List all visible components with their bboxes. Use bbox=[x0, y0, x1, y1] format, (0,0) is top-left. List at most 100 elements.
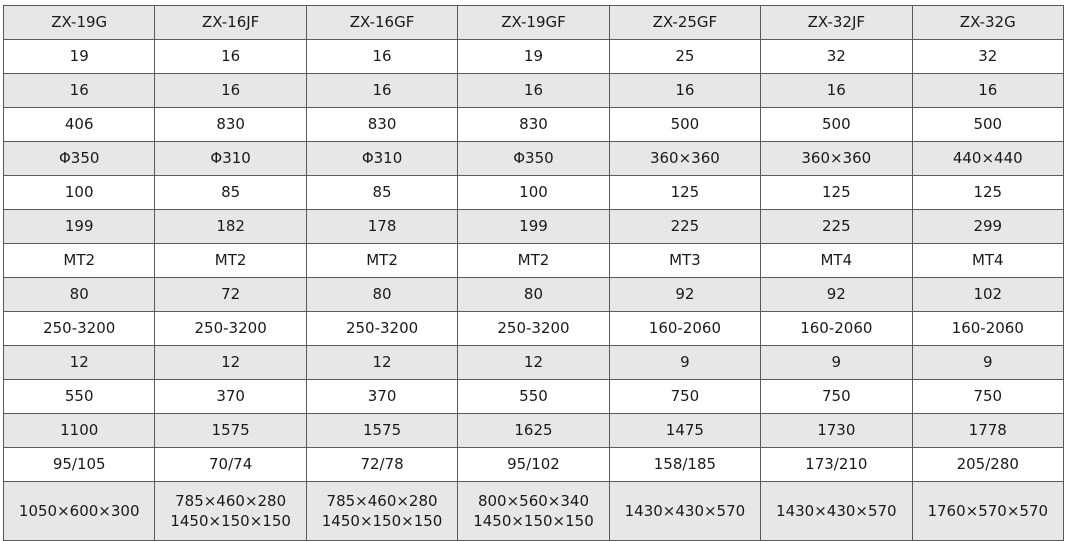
dimension-line: 1760×570×570 bbox=[927, 501, 1049, 520]
table-cell: 750 bbox=[911, 379, 1065, 414]
table-cell-dimensions: 1760×570×570 bbox=[911, 481, 1065, 541]
table-cell: 92 bbox=[760, 277, 913, 312]
table-cell: 550 bbox=[2, 379, 156, 414]
table-cell: 9 bbox=[760, 345, 913, 380]
table-header-row: ZX-19G ZX-16JF ZX-16GF ZX-19GF ZX-25GF ZX-32J… bbox=[2, 5, 1065, 40]
table-cell: 100 bbox=[457, 175, 610, 210]
table-cell-dimensions: 785×460×280 1450×150×150 bbox=[154, 481, 307, 541]
table-header: ZX-19G ZX-16JF ZX-16GF ZX-19GF ZX-25GF ZX-32J… bbox=[2, 5, 1065, 40]
table-cell: 16 bbox=[608, 73, 762, 108]
table-cell: 178 bbox=[305, 209, 459, 244]
table-cell: 299 bbox=[911, 209, 1065, 244]
column-header-0: ZX-19G bbox=[2, 5, 156, 40]
column-header-3: ZX-19GF bbox=[457, 5, 610, 40]
table-cell: MT4 bbox=[911, 243, 1065, 278]
table-cell: 80 bbox=[2, 277, 156, 312]
dimension-line: 1450×150×150 bbox=[170, 512, 291, 530]
table-cell: MT2 bbox=[457, 243, 610, 278]
table-cell: 16 bbox=[305, 73, 459, 108]
table-cell: 550 bbox=[457, 379, 610, 414]
table-cell: 199 bbox=[2, 209, 156, 244]
table-cell: 92 bbox=[608, 277, 762, 312]
table-cell: 80 bbox=[457, 277, 610, 312]
column-header-1: ZX-16JF bbox=[154, 5, 307, 40]
table-cell: 182 bbox=[154, 209, 307, 244]
table-cell: 16 bbox=[154, 73, 307, 108]
table-row-dimensions: 1050×600×300 785×460×280 1450×150×150 785×4… bbox=[2, 481, 1065, 541]
table-cell: 80 bbox=[305, 277, 459, 312]
dimension-line: 1430×430×570 bbox=[776, 501, 897, 520]
table-cell: 500 bbox=[911, 107, 1065, 142]
table-cell: 370 bbox=[305, 379, 459, 414]
table-cell: 102 bbox=[911, 277, 1065, 312]
table-cell: 12 bbox=[2, 345, 156, 380]
table-cell: Φ350 bbox=[457, 141, 610, 176]
table-row: 250-3200 250-3200 250-3200 250-3200 160-2060… bbox=[2, 311, 1065, 346]
table-cell: 830 bbox=[154, 107, 307, 142]
table-cell-dimensions: 1430×430×570 bbox=[760, 481, 913, 541]
column-header-6: ZX-32G bbox=[911, 5, 1065, 40]
dimension-line: 785×460×280 bbox=[326, 491, 438, 510]
table-row: 1100 1575 1575 1625 1475 1730 1778 bbox=[2, 413, 1065, 448]
table-cell: 250-3200 bbox=[2, 311, 156, 346]
table-row: 199 182 178 199 225 225 299 bbox=[2, 209, 1065, 244]
table-cell: 225 bbox=[608, 209, 762, 244]
table-cell: Φ310 bbox=[154, 141, 307, 176]
table-cell: 85 bbox=[305, 175, 459, 210]
table-cell: Φ350 bbox=[2, 141, 156, 176]
table-cell: 70/74 bbox=[154, 447, 307, 482]
table-row: 19 16 16 19 25 32 32 bbox=[2, 39, 1065, 74]
table-cell: 9 bbox=[911, 345, 1065, 380]
table-cell: 199 bbox=[457, 209, 610, 244]
table-cell: 1575 bbox=[154, 413, 307, 448]
table-row: 80 72 80 80 92 92 102 bbox=[2, 277, 1065, 312]
table-cell: 360×360 bbox=[608, 141, 762, 176]
table-cell: 205/280 bbox=[911, 447, 1065, 482]
table-cell: 16 bbox=[760, 73, 913, 108]
table-cell-dimensions: 1050×600×300 bbox=[2, 481, 156, 541]
table-row: 95/105 70/74 72/78 95/102 158/185 173/210 205/… bbox=[2, 447, 1065, 482]
table-cell: 95/102 bbox=[457, 447, 610, 482]
table-cell: 1475 bbox=[608, 413, 762, 448]
table-cell: 85 bbox=[154, 175, 307, 210]
table-row: 100 85 85 100 125 125 125 bbox=[2, 175, 1065, 210]
table-cell: 95/105 bbox=[2, 447, 156, 482]
dimension-line: 1050×600×300 bbox=[18, 501, 140, 520]
dimension-line: 1430×430×570 bbox=[624, 501, 746, 520]
table-cell: 1575 bbox=[305, 413, 459, 448]
table-cell: 370 bbox=[154, 379, 307, 414]
table-cell: 440×440 bbox=[911, 141, 1065, 176]
table-cell: MT2 bbox=[2, 243, 156, 278]
table-cell-dimensions: 785×460×280 1450×150×150 bbox=[305, 481, 459, 541]
table-cell: 250-3200 bbox=[305, 311, 459, 346]
table-cell: 160-2060 bbox=[608, 311, 762, 346]
dimension-line: 1450×150×150 bbox=[321, 512, 443, 530]
table-cell: 72 bbox=[154, 277, 307, 312]
table-cell: 125 bbox=[911, 175, 1065, 210]
table-cell: 160-2060 bbox=[760, 311, 913, 346]
table-cell: 9 bbox=[608, 345, 762, 380]
table-row: 12 12 12 12 9 9 9 bbox=[2, 345, 1065, 380]
table-cell: 12 bbox=[305, 345, 459, 380]
table-cell: 830 bbox=[305, 107, 459, 142]
table-cell: MT2 bbox=[154, 243, 307, 278]
table-cell: 500 bbox=[760, 107, 913, 142]
table-cell: 125 bbox=[760, 175, 913, 210]
screenshot-root: ZX-19G ZX-16JF ZX-16GF ZX-19GF ZX-25GF ZX-32J… bbox=[2, 5, 1065, 541]
table-cell: 750 bbox=[760, 379, 913, 414]
dimension-line: 785×460×280 bbox=[175, 491, 287, 510]
table-cell: 100 bbox=[2, 175, 156, 210]
table-row: 550 370 370 550 750 750 750 bbox=[2, 379, 1065, 414]
table-cell: 16 bbox=[457, 73, 610, 108]
table-cell-dimensions: 1430×430×570 bbox=[608, 481, 762, 541]
table-cell: 12 bbox=[154, 345, 307, 380]
table-row: Φ350 Φ310 Φ310 Φ350 360×360 360×360 440×440 bbox=[2, 141, 1065, 176]
table-cell: MT4 bbox=[760, 243, 913, 278]
table-cell: 173/210 bbox=[760, 447, 913, 482]
table-cell: 1625 bbox=[457, 413, 610, 448]
table-cell: 1100 bbox=[2, 413, 156, 448]
column-header-4: ZX-25GF bbox=[608, 5, 762, 40]
table-cell: 12 bbox=[457, 345, 610, 380]
table-cell: 1778 bbox=[911, 413, 1065, 448]
table-cell: MT2 bbox=[305, 243, 459, 278]
